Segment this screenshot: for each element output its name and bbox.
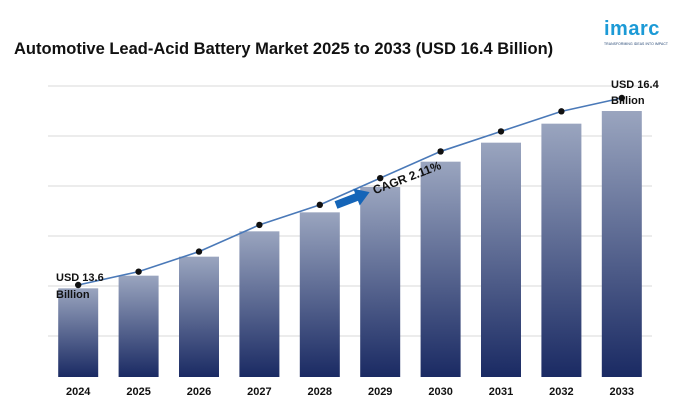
bar-2031 <box>481 142 521 377</box>
trend-marker-2028 <box>316 201 323 209</box>
trend-marker-2025 <box>135 268 142 275</box>
trend-marker-2029 <box>377 174 384 182</box>
logo-wordmark: imarc <box>604 18 660 40</box>
x-tick-2031: 2031 <box>489 386 513 398</box>
logo-tagline: TRANSFORMING IDEAS INTO IMPACT <box>604 42 669 46</box>
x-tick-2032: 2032 <box>549 386 573 398</box>
bar-2032 <box>541 123 582 378</box>
x-tick-2025: 2025 <box>126 386 150 398</box>
trend-marker-2024 <box>75 281 82 289</box>
bar-2026 <box>179 256 219 377</box>
x-tick-2030: 2030 <box>428 386 452 398</box>
end-value-label-line1: USD 16.4 <box>611 79 660 91</box>
x-tick-2024: 2024 <box>66 386 91 398</box>
x-tick-2027: 2027 <box>247 386 271 398</box>
bar-2029 <box>360 187 401 377</box>
bar-2027 <box>239 231 280 377</box>
trend-markers <box>75 94 625 289</box>
chart-title: Automotive Lead-Acid Battery Market 2025… <box>14 40 554 58</box>
x-tick-2028: 2028 <box>308 386 332 398</box>
cagr-arrow-head <box>353 188 370 206</box>
trend-marker-2030 <box>437 148 444 155</box>
trend-marker-2031 <box>497 128 505 135</box>
trend-marker-2026 <box>195 248 203 255</box>
trend-marker-2027 <box>256 221 263 229</box>
bar-2033 <box>601 111 642 377</box>
trend-polyline <box>78 97 622 286</box>
x-tick-2026: 2026 <box>187 386 211 398</box>
imarc-logo: imarc TRANSFORMING IDEAS INTO IMPACT <box>604 18 690 52</box>
bar-2028 <box>299 212 340 377</box>
bars <box>58 111 642 378</box>
start-value-label-line1: USD 13.6 <box>56 272 104 284</box>
trend-marker-2032 <box>558 108 565 115</box>
end-value-label-line2: Billion <box>611 95 645 107</box>
trend-marker-2033 <box>618 94 625 102</box>
x-tick-2033: 2033 <box>610 386 634 398</box>
bar-2024 <box>58 288 99 377</box>
bar-2025 <box>118 275 159 377</box>
x-tick-2029: 2029 <box>368 386 392 398</box>
start-value-label-line2: Billion <box>56 289 90 301</box>
cagr-arrow-shaft <box>334 192 360 209</box>
x-tick-labels: 2024 2025 2026 2027 2028 2029 2030 2031 2032 2033 <box>66 386 634 398</box>
trend-line <box>78 97 622 286</box>
bar-2030 <box>420 161 461 377</box>
